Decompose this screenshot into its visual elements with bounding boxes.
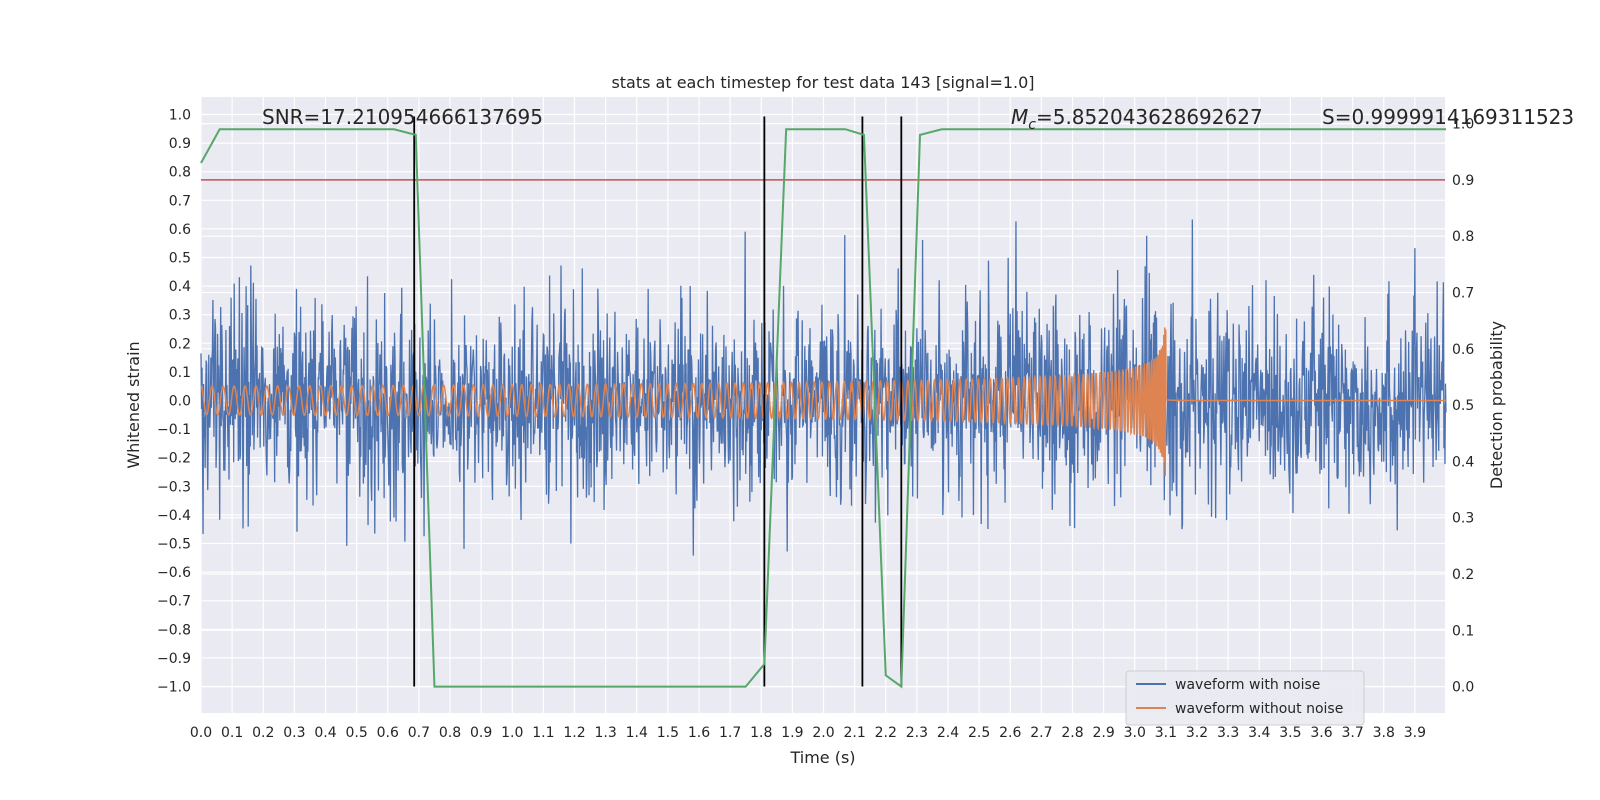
y2-tick-label: 0.4 (1452, 454, 1474, 470)
y-tick-label: −0.5 (157, 537, 191, 553)
probability-line (200, 128, 1446, 689)
x-tick-label: 3.4 (1248, 725, 1270, 741)
x-tick-label: 3.2 (1186, 725, 1208, 741)
x-tick-label: 1.4 (626, 725, 648, 741)
mc-annotation: Mc=5.852043628692627 (1011, 105, 1263, 133)
y-tick-label: 0.6 (169, 222, 191, 238)
x-axis-label: Time (s) (789, 748, 855, 767)
x-tick-label: 0.6 (377, 725, 399, 741)
x-tick-label: 0.9 (470, 725, 492, 741)
x-tick-label: 1.8 (750, 725, 772, 741)
y2-tick-label: 0.8 (1452, 229, 1474, 245)
x-tick-label: 2.2 (875, 725, 897, 741)
series-waveform-without-noise (200, 327, 1446, 476)
y2-tick-label: 0.9 (1452, 173, 1474, 189)
x-tick-label: 1.7 (719, 725, 741, 741)
y-tick-label: −0.2 (157, 451, 191, 467)
legend-label-noise: waveform with noise (1175, 677, 1320, 693)
y-tick-label: 0.4 (169, 279, 191, 295)
series-detection-probability (200, 128, 1446, 689)
y2-tick-label: 0.1 (1452, 623, 1474, 639)
x-tick-label: 3.7 (1341, 725, 1363, 741)
x-tick-label: 0.3 (283, 725, 305, 741)
x-tick-label: 3.6 (1310, 725, 1332, 741)
chart-title: stats at each timestep for test data 143… (611, 73, 1034, 92)
legend: waveform with noise waveform without noi… (1125, 670, 1365, 726)
x-tick-label: 3.5 (1279, 725, 1301, 741)
x-tick-label: 1.0 (501, 725, 523, 741)
x-tick-label: 0.8 (439, 725, 461, 741)
x-tick-label: 2.1 (843, 725, 865, 741)
x-tick-label: 1.5 (657, 725, 679, 741)
x-tick-label: 2.6 (999, 725, 1021, 741)
grid (200, 97, 1445, 713)
y2-tick-label: 0.7 (1452, 286, 1474, 302)
legend-box (1125, 670, 1365, 726)
y2-tick-label: 0.5 (1452, 398, 1474, 414)
x-tick-label: 3.1 (1155, 725, 1177, 741)
x-tick-label: 2.7 (1030, 725, 1052, 741)
y-tick-label: −0.6 (157, 565, 191, 581)
x-tick-label: 2.9 (1092, 725, 1114, 741)
y-tick-label: 0.1 (169, 365, 191, 381)
y-tick-label: −0.9 (157, 651, 191, 667)
x-tick-label: 1.9 (781, 725, 803, 741)
x-tick-label: 0.1 (221, 725, 243, 741)
x-tick-label: 2.8 (1061, 725, 1083, 741)
plot-area (200, 116, 1447, 689)
series-waveform-with-noise (200, 219, 1447, 556)
mc-value: =5.852043628692627 (1036, 105, 1263, 129)
x-tick-label: 0.5 (345, 725, 367, 741)
x-tick-label: 1.6 (688, 725, 710, 741)
x-axis-ticks: 0.0 0.1 0.2 0.3 0.4 0.5 0.6 0.7 0.8 0.9 1.0 1.1 1.2 1… (190, 725, 1426, 741)
x-tick-label: 2.0 (812, 725, 834, 741)
snr-annotation: SNR=17.210954666137695 (262, 105, 543, 129)
y2-axis-label: Detection probability (1487, 321, 1506, 489)
y2-tick-label: 0.3 (1452, 511, 1474, 527)
x-tick-label: 0.2 (252, 725, 274, 741)
legend-label-clean: waveform without noise (1175, 701, 1343, 717)
y-tick-label: −0.4 (157, 508, 191, 524)
y-axis-ticks: 1.0 0.9 0.8 0.7 0.6 0.5 0.4 0.3 0.2 0.1 0.0 −0.1 −0.… (157, 108, 191, 696)
x-tick-label: 3.8 (1373, 725, 1395, 741)
x-tick-label: 0.0 (190, 725, 212, 741)
y-tick-label: −0.7 (157, 594, 191, 610)
y-tick-label: −1.0 (157, 680, 191, 696)
y-tick-label: 0.3 (169, 308, 191, 324)
x-tick-label: 1.2 (563, 725, 585, 741)
y-axis-label: Whitened strain (124, 341, 143, 468)
y-tick-label: 1.0 (169, 108, 191, 124)
y2-tick-label: 0.2 (1452, 567, 1474, 583)
x-tick-label: 3.0 (1124, 725, 1146, 741)
y-tick-label: −0.8 (157, 622, 191, 638)
mc-symbol: M (1011, 105, 1028, 129)
y2-axis-ticks: 1.0 0.9 0.8 0.7 0.6 0.5 0.4 0.3 0.2 0.1 0.0 (1452, 117, 1474, 696)
y-tick-label: −0.3 (157, 479, 191, 495)
x-tick-label: 1.3 (594, 725, 616, 741)
vertical-markers (413, 116, 903, 687)
y-tick-label: 0.7 (169, 193, 191, 209)
x-tick-label: 3.9 (1404, 725, 1426, 741)
s-annotation: S=0.9999914169311523 (1322, 105, 1574, 129)
y2-tick-label: 0.6 (1452, 342, 1474, 358)
clean-line (200, 327, 1446, 476)
x-tick-label: 2.3 (906, 725, 928, 741)
x-tick-label: 1.1 (532, 725, 554, 741)
noise-line (200, 219, 1447, 556)
y-tick-label: 0.8 (169, 165, 191, 181)
x-tick-label: 3.3 (1217, 725, 1239, 741)
y-tick-label: 0.5 (169, 251, 191, 267)
x-tick-label: 2.4 (937, 725, 959, 741)
mc-subscript: c (1028, 117, 1036, 133)
y2-tick-label: 1.0 (1452, 117, 1474, 133)
y2-tick-label: 0.0 (1452, 680, 1474, 696)
y-tick-label: 0.2 (169, 336, 191, 352)
x-tick-label: 0.7 (408, 725, 430, 741)
x-tick-label: 2.5 (968, 725, 990, 741)
x-tick-label: 0.4 (314, 725, 336, 741)
y-tick-label: 0.9 (169, 136, 191, 152)
y-tick-label: −0.1 (157, 422, 191, 438)
y-tick-label: 0.0 (169, 394, 191, 410)
